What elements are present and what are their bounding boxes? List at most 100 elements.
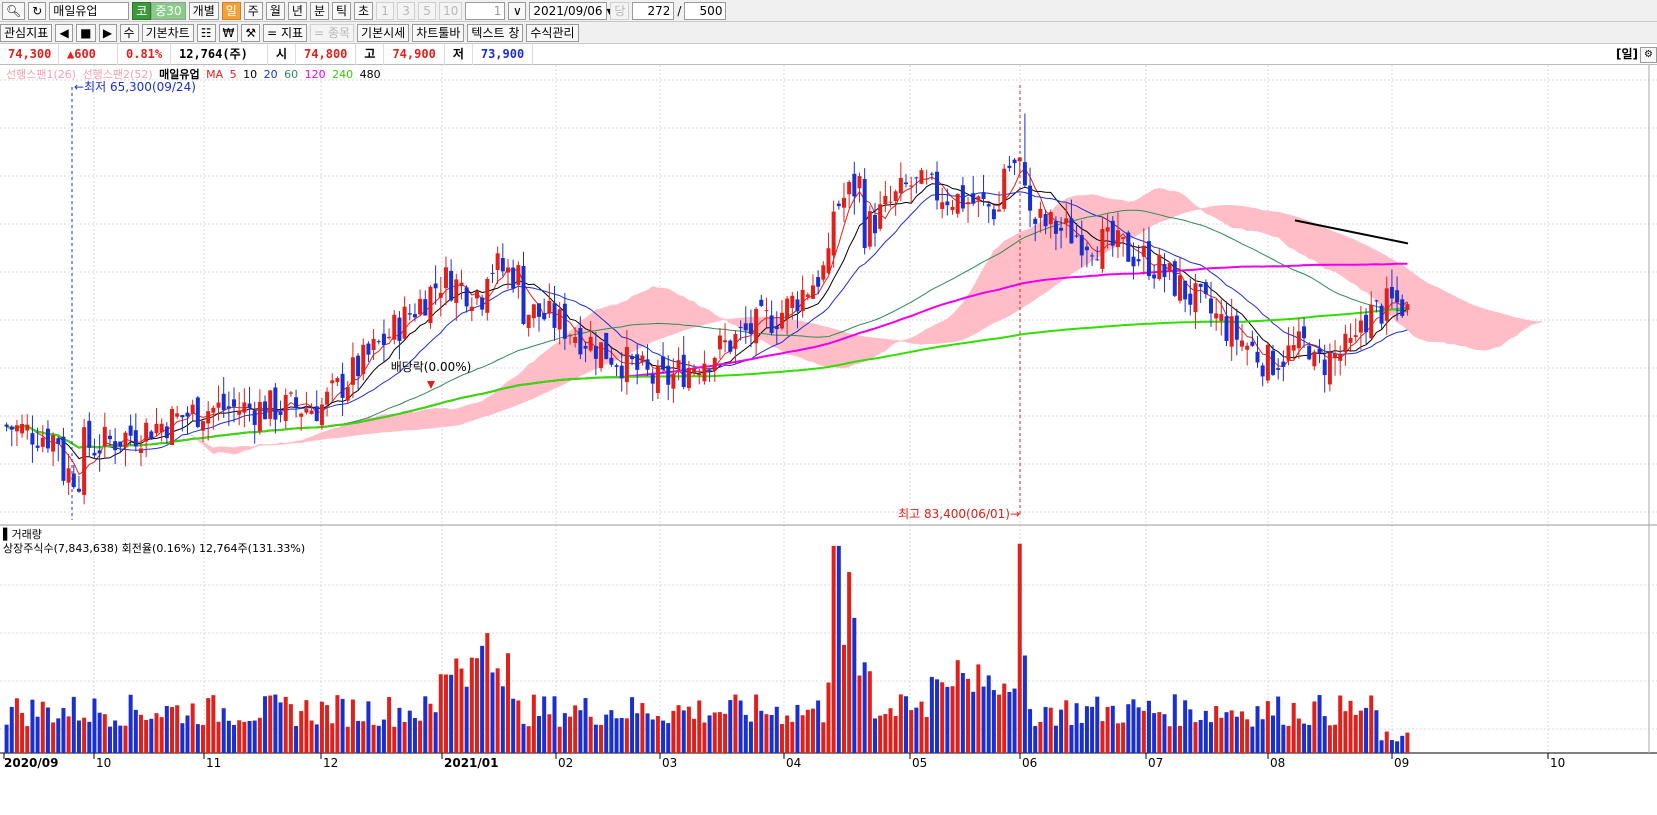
x-tick-label: 2020/09 xyxy=(4,756,58,770)
revise-button[interactable]: 수 xyxy=(119,23,139,42)
period-year[interactable]: 년 xyxy=(287,1,307,20)
volume-bar xyxy=(61,708,66,753)
volume-bar xyxy=(650,719,655,753)
period-minute[interactable]: 분 xyxy=(309,1,329,20)
search-icon[interactable]: 🔍︎ xyxy=(2,1,26,20)
candle-body xyxy=(681,354,686,387)
interval-dropdown-icon[interactable]: ∨ xyxy=(508,1,527,20)
period-second[interactable]: 초 xyxy=(354,1,374,20)
settings-gear-icon[interactable]: ⚙ xyxy=(1640,46,1657,63)
refresh-icon[interactable]: ↻ xyxy=(28,1,47,20)
candle-body xyxy=(376,341,381,343)
volume-bar xyxy=(754,694,759,753)
item-button[interactable]: = 종목 xyxy=(310,23,355,42)
candle-body xyxy=(1022,162,1027,186)
total-count-field[interactable]: 500 xyxy=(684,1,727,20)
chart-grid-icon[interactable]: ☷ xyxy=(196,23,216,42)
volume-bar xyxy=(1229,710,1234,753)
volume-bar xyxy=(728,700,733,753)
volume-bar xyxy=(707,715,712,753)
period-day[interactable]: 일 xyxy=(221,1,241,20)
volume-bar xyxy=(779,724,784,753)
candle-body xyxy=(557,309,562,330)
candle-body xyxy=(423,299,428,316)
nav-prev-button[interactable]: ◀ xyxy=(55,23,74,42)
candle-body xyxy=(697,373,702,376)
legend-ma60: 60 xyxy=(284,68,299,81)
candle-body xyxy=(562,303,567,339)
candle-body xyxy=(645,359,650,370)
nav-stop-button[interactable]: ■ xyxy=(76,23,96,42)
volume-bar xyxy=(20,712,25,753)
candle-body xyxy=(599,342,604,369)
candle-body xyxy=(929,173,934,175)
volume-bar xyxy=(940,682,945,753)
tool-icon[interactable]: ⚒ xyxy=(241,23,261,42)
won-icon[interactable]: ₩ xyxy=(218,23,239,42)
period-tick[interactable]: 틱 xyxy=(331,1,352,20)
view-count-field[interactable]: 272 xyxy=(632,1,675,20)
candle-body xyxy=(748,323,753,334)
interval-field[interactable]: 1 xyxy=(465,1,506,20)
volume-bar xyxy=(1286,725,1291,753)
volume-bar xyxy=(381,719,386,753)
period-month[interactable]: 월 xyxy=(265,1,285,20)
interval-5[interactable]: 5 xyxy=(418,1,437,20)
candle-body xyxy=(666,365,671,385)
price-chart[interactable]: ←최저 65,300(09/24) 최고 83,400(06/01)→ 배당락(0.… xyxy=(0,65,1657,815)
candle-body xyxy=(232,399,237,407)
candle-body xyxy=(1276,368,1281,370)
indicator-button[interactable]: = 지표 xyxy=(263,23,308,42)
interval-3[interactable]: 3 xyxy=(397,1,416,20)
interval-1[interactable]: 1 xyxy=(376,1,395,20)
candle-body xyxy=(97,450,102,454)
candle-body xyxy=(263,401,268,420)
interval-10[interactable]: 10 xyxy=(439,1,463,20)
volume-bar xyxy=(831,545,836,753)
volume-bar xyxy=(175,705,180,753)
candle-body xyxy=(1141,245,1146,257)
candle-body xyxy=(810,285,815,299)
stock-name-field[interactable]: 매일유업 xyxy=(49,1,130,20)
volume-bar xyxy=(1353,714,1358,753)
basic-quote-button[interactable]: 기본시세 xyxy=(357,23,410,42)
period-week[interactable]: 주 xyxy=(243,1,263,20)
market-badge: 코 xyxy=(132,1,152,20)
volume-bar xyxy=(169,707,174,753)
candle-body xyxy=(350,357,355,385)
candle-body xyxy=(976,196,981,201)
candle-body xyxy=(20,423,25,434)
chart-toolbar-button[interactable]: 차트툴바 xyxy=(412,23,465,42)
ichimoku-cloud xyxy=(6,188,1542,455)
interest-indicator-button[interactable]: 관심지표 xyxy=(0,23,53,42)
volume-bar xyxy=(661,720,666,753)
volume-bar xyxy=(144,719,149,753)
date-field[interactable]: 2021/09/06 ▾ xyxy=(529,1,613,20)
chevron-down-icon[interactable]: ▾ xyxy=(607,4,613,18)
candle-body xyxy=(500,258,505,272)
volume-bar xyxy=(159,717,164,753)
period-individual[interactable]: 개별 xyxy=(188,1,219,20)
candle-body xyxy=(852,173,857,197)
candle-body xyxy=(867,211,872,247)
high-label: 고 xyxy=(356,43,385,65)
candle-body xyxy=(676,360,681,369)
basic-chart-button[interactable]: 기본차트 xyxy=(141,23,194,42)
candle-body xyxy=(71,473,76,488)
candle-body xyxy=(955,193,960,214)
volume-bar xyxy=(816,700,821,753)
candle-body xyxy=(1317,348,1322,354)
volume-bar xyxy=(800,715,805,753)
candle-body xyxy=(474,290,479,299)
volume-bar xyxy=(350,699,355,753)
volume-bar xyxy=(1317,695,1322,753)
volume-bar xyxy=(614,718,619,753)
nav-next-button[interactable]: ▶ xyxy=(98,23,117,42)
volume-bar xyxy=(1322,716,1327,753)
candle-body xyxy=(169,408,174,445)
text-window-button[interactable]: 텍스트 창 xyxy=(467,23,524,42)
formula-manager-button[interactable]: 수식관리 xyxy=(526,23,579,42)
candle-body xyxy=(247,403,252,409)
volume-bar xyxy=(960,673,965,753)
legend-span1: 선행스팬1(26) xyxy=(6,68,77,81)
